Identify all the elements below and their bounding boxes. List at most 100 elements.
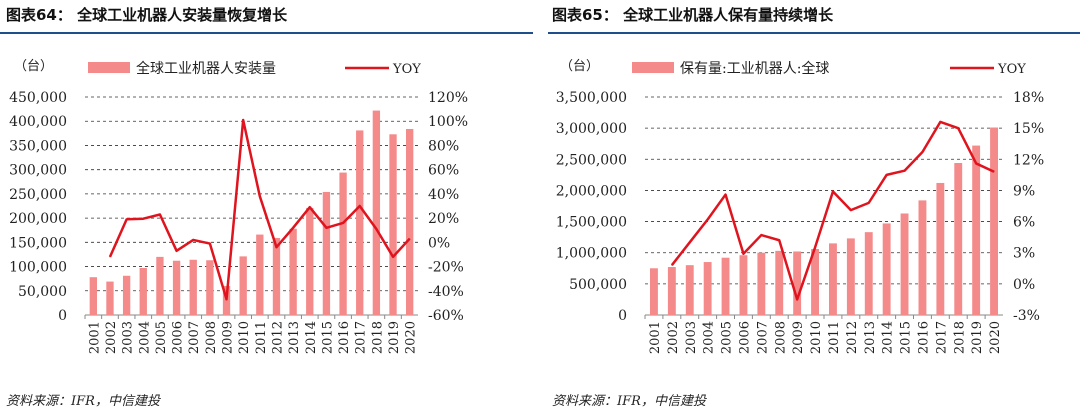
unit-label: （台）: [560, 59, 599, 74]
bar-2005: [156, 256, 164, 315]
left-tick-label: 2,000,000: [556, 183, 627, 199]
right-tick-label: 6%: [1013, 215, 1035, 231]
chart-operational-stock: （台） 保有量:工业机器人:全球 YOY 0 500,000 1,000,000 1,500…: [556, 59, 1044, 354]
source-note: 资料来源：IFR，中信建投: [552, 394, 706, 409]
right-tick-label: 0%: [1013, 277, 1035, 293]
yoy-point-2007: [760, 234, 762, 236]
x-tick-label: 2015: [320, 321, 335, 354]
bar-2015: [900, 213, 909, 315]
bar-2018: [954, 163, 963, 315]
right-tick-label: 40%: [428, 187, 459, 203]
legend-line-label: YOY: [392, 62, 421, 77]
yoy-point-2012: [850, 209, 852, 211]
x-tick-label: 2007: [187, 321, 202, 354]
bar-2009: [793, 251, 802, 315]
bar-2006: [172, 260, 181, 315]
bar-2020: [990, 127, 998, 316]
legend-line-label: YOY: [997, 62, 1026, 77]
yoy-point-2017: [359, 205, 361, 207]
x-tick-label: 2006: [737, 321, 752, 354]
x-tick-label: 2004: [702, 321, 717, 354]
left-tick-label: 0: [58, 308, 67, 324]
x-tick-label: 2001: [648, 321, 663, 354]
bar-2002: [667, 267, 676, 315]
right-tick-label: 120%: [428, 90, 468, 106]
bar-2015: [322, 191, 331, 315]
yoy-point-2010: [242, 119, 244, 121]
bar-2010: [239, 256, 247, 315]
x-tick-label: 2017: [354, 321, 369, 354]
bar-2017: [936, 182, 945, 315]
source-note: 资料来源：IFR，中信建投: [6, 394, 160, 409]
left-tick-label: 0: [618, 308, 627, 324]
yoy-point-2014: [309, 206, 311, 208]
figure-title-64: 图表64： 全球工业机器人安装量恢复增长: [6, 6, 288, 24]
left-tick-label: 50,000: [18, 284, 67, 300]
right-tick-label: -40%: [428, 284, 464, 300]
bar-2016: [918, 200, 927, 315]
yoy-point-2017: [939, 121, 941, 123]
unit-label: （台）: [14, 59, 53, 74]
bar-2017: [356, 130, 364, 315]
bar-2004: [703, 262, 712, 315]
right-tick-label: 18%: [1013, 90, 1044, 106]
yoy-point-2020: [993, 171, 995, 173]
yoy-point-2020: [409, 238, 411, 240]
yoy-point-2018: [375, 228, 377, 230]
yoy-point-2006: [176, 250, 178, 252]
x-tick-label: 2001: [87, 321, 102, 354]
yoy-point-2019: [975, 162, 977, 164]
right-tick-label: 60%: [428, 163, 459, 179]
legend-bar-label: 全球工业机器人安装量: [136, 60, 276, 77]
right-tick-label: -60%: [428, 308, 464, 324]
bar-2008: [206, 260, 214, 315]
bar-2012: [272, 237, 281, 315]
left-tick-label: 150,000: [9, 235, 67, 251]
x-tick-label: 2017: [934, 321, 949, 354]
bar-2011: [829, 243, 837, 315]
bar-2013: [289, 228, 297, 315]
x-tick-label: 2005: [154, 321, 169, 354]
bar-2010: [811, 248, 819, 315]
yoy-point-2013: [292, 227, 294, 229]
left-tick-label: 500,000: [569, 277, 627, 293]
yoy-point-2019: [392, 256, 394, 258]
x-tick-label: 2014: [304, 321, 319, 354]
figure-title-65: 图表65： 全球工业机器人保有量持续增长: [552, 6, 834, 24]
right-tick-label: 15%: [1013, 121, 1044, 137]
left-tick-label: 200,000: [9, 211, 67, 227]
x-tick-label: 2003: [684, 321, 699, 354]
bar-2004: [139, 268, 147, 315]
bar-2007: [189, 259, 197, 315]
bar-2014: [306, 207, 314, 315]
legend-bar-label: 保有量:工业机器人:全球: [680, 60, 829, 77]
x-tick-label: 2009: [221, 321, 236, 354]
yoy-point-2005: [159, 213, 161, 215]
yoy-point-2003: [126, 218, 128, 220]
left-tick-label: 250,000: [9, 187, 67, 203]
x-tick-label: 2003: [121, 321, 136, 354]
yoy-point-2002: [109, 256, 111, 258]
yoy-point-2013: [868, 202, 870, 204]
legend-bar-swatch: [632, 62, 674, 73]
left-tick-label: 350,000: [9, 138, 67, 154]
x-tick-label: 2009: [791, 321, 806, 354]
x-tick-label: 2011: [254, 321, 269, 354]
x-tick-label: 2013: [287, 321, 302, 354]
yoy-point-2004: [707, 218, 709, 220]
yoy-point-2008: [209, 243, 211, 245]
x-tick-label: 2016: [916, 321, 931, 354]
yoy-point-2004: [142, 218, 144, 220]
left-tick-label: 1,500,000: [556, 215, 627, 231]
bar-2001: [650, 268, 658, 315]
bar-2019: [389, 134, 397, 315]
bar-2014: [882, 223, 891, 315]
yoy-point-2005: [725, 194, 727, 196]
x-tick-label: 2007: [755, 321, 770, 354]
right-tick-label: 20%: [428, 211, 459, 227]
legend-bar-swatch: [88, 62, 130, 73]
left-tick-label: 3,000,000: [556, 121, 627, 137]
yoy-point-2011: [259, 195, 261, 197]
yoy-point-2008: [778, 239, 780, 241]
bar-2011: [256, 234, 264, 315]
